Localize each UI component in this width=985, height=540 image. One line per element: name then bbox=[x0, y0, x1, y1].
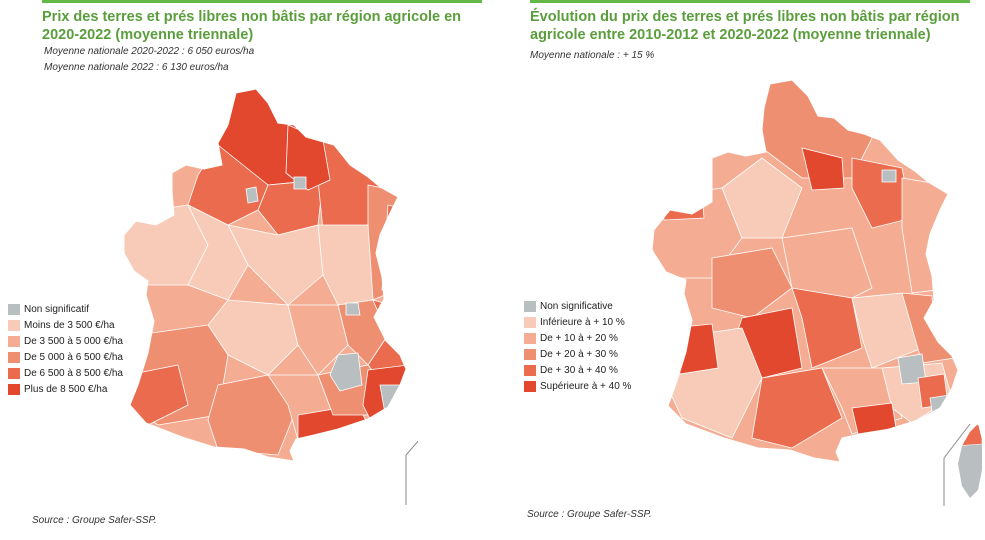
region-midi-pyrenees bbox=[751, 367, 843, 449]
legend-label: Supérieure à + 40 % bbox=[540, 380, 632, 392]
source-note: Source : Groupe Safer-SSP. bbox=[32, 515, 157, 526]
legend-label: Inférieure à + 10 % bbox=[540, 316, 625, 328]
legend-label: De 6 500 à 8 500 €/ha bbox=[24, 367, 123, 379]
national-average-2022: Moyenne nationale 2022 : 6 130 euros/ha bbox=[44, 62, 229, 73]
region-lorraine bbox=[367, 184, 406, 301]
legend-item: Plus de 8 500 €/ha bbox=[8, 381, 123, 397]
legend-swatch bbox=[524, 380, 536, 392]
region-ile-de-france bbox=[801, 147, 845, 191]
region-not-significant bbox=[379, 384, 406, 426]
source-note: Source : Groupe Safer-SSP. bbox=[527, 509, 652, 520]
region-not-significant bbox=[245, 186, 259, 204]
legend-label: Plus de 8 500 €/ha bbox=[24, 383, 108, 395]
legend-swatch bbox=[524, 316, 536, 328]
legend-swatch bbox=[8, 367, 20, 379]
france-outline bbox=[123, 88, 407, 462]
legend-swatch bbox=[524, 300, 536, 312]
region-auvergne bbox=[287, 304, 349, 376]
top-rule-right bbox=[530, 0, 970, 3]
legend-item: Supérieure à + 40 % bbox=[524, 378, 631, 394]
region-savoie bbox=[379, 296, 405, 326]
legend-label: Non significative bbox=[540, 300, 613, 312]
region-pays-de-la-loire bbox=[711, 247, 793, 319]
legend-label: De + 30 à + 40 % bbox=[540, 364, 618, 376]
region-paris-not-significant bbox=[293, 176, 307, 190]
legend-item: Non significative bbox=[524, 298, 631, 314]
legend-swatch bbox=[8, 319, 20, 331]
legend-item: De 3 500 à 5 000 €/ha bbox=[8, 333, 123, 349]
legend-swatch bbox=[8, 303, 20, 315]
region-not-significant bbox=[329, 352, 363, 392]
legend-item: Inférieure à + 10 % bbox=[524, 314, 631, 330]
legend-swatch bbox=[8, 383, 20, 395]
region-champagne bbox=[851, 157, 913, 229]
legend-item: De + 10 à + 20 % bbox=[524, 330, 631, 346]
legend-swatch bbox=[8, 335, 20, 347]
legend-swatch bbox=[524, 348, 536, 360]
region-not-significant bbox=[881, 169, 897, 183]
region-not-significant bbox=[929, 393, 957, 425]
legend-label: Non significatif bbox=[24, 303, 90, 315]
national-average-evolution: Moyenne nationale : + 15 % bbox=[530, 50, 655, 61]
region-auvergne bbox=[851, 292, 923, 369]
legend-item: De + 30 à + 40 % bbox=[524, 362, 631, 378]
legend-evolution: Non significative Inférieure à + 10 % De… bbox=[524, 298, 631, 394]
legend-swatch bbox=[8, 351, 20, 363]
corsica-regions bbox=[958, 424, 982, 498]
legend-item: De 5 000 à 6 500 €/ha bbox=[8, 349, 123, 365]
region-charentes bbox=[671, 323, 719, 375]
map-title: Prix des terres et prés libres non bâtis… bbox=[42, 9, 462, 43]
region-centre bbox=[227, 224, 324, 306]
inset-frame-line bbox=[405, 440, 418, 456]
legend-label: De + 20 à + 30 % bbox=[540, 348, 618, 360]
legend-label: De 3 500 à 5 000 €/ha bbox=[24, 335, 123, 347]
map-panel-price: Prix des terres et prés libres non bâtis… bbox=[0, 0, 490, 540]
legend-swatch bbox=[524, 364, 536, 376]
corsica-north bbox=[958, 424, 982, 447]
region-not-significant bbox=[931, 295, 951, 317]
national-average-2020-2022: Moyenne nationale 2020-2022 : 6 050 euro… bbox=[44, 46, 255, 57]
mainland-regions bbox=[652, 80, 958, 462]
choropleth-map-evolution bbox=[651, 79, 982, 506]
region-finistere bbox=[661, 195, 705, 221]
mainland-regions bbox=[124, 89, 406, 461]
map-title: Évolution du prix des terres et prés lib… bbox=[530, 9, 960, 43]
legend-label: De + 10 à + 20 % bbox=[540, 332, 618, 344]
top-rule-left bbox=[42, 0, 482, 3]
inset-frame-line bbox=[943, 423, 971, 459]
legend-item: Moins de 3 500 €/ha bbox=[8, 317, 123, 333]
legend-price: Non significatif Moins de 3 500 €/ha De … bbox=[8, 301, 123, 397]
legend-item: De 6 500 à 8 500 €/ha bbox=[8, 365, 123, 381]
legend-swatch bbox=[524, 332, 536, 344]
legend-item: De + 20 à + 30 % bbox=[524, 346, 631, 362]
legend-item: Non significatif bbox=[8, 301, 123, 317]
region-not-significant bbox=[345, 302, 361, 316]
region-normandie bbox=[721, 157, 803, 239]
region-limousin bbox=[791, 287, 863, 369]
france-outline bbox=[651, 79, 959, 463]
legend-label: Moins de 3 500 €/ha bbox=[24, 319, 115, 331]
choropleth-map-price bbox=[123, 88, 418, 505]
map-panel-evolution: Évolution du prix des terres et prés lib… bbox=[492, 0, 985, 540]
legend-label: De 5 000 à 6 500 €/ha bbox=[24, 351, 123, 363]
